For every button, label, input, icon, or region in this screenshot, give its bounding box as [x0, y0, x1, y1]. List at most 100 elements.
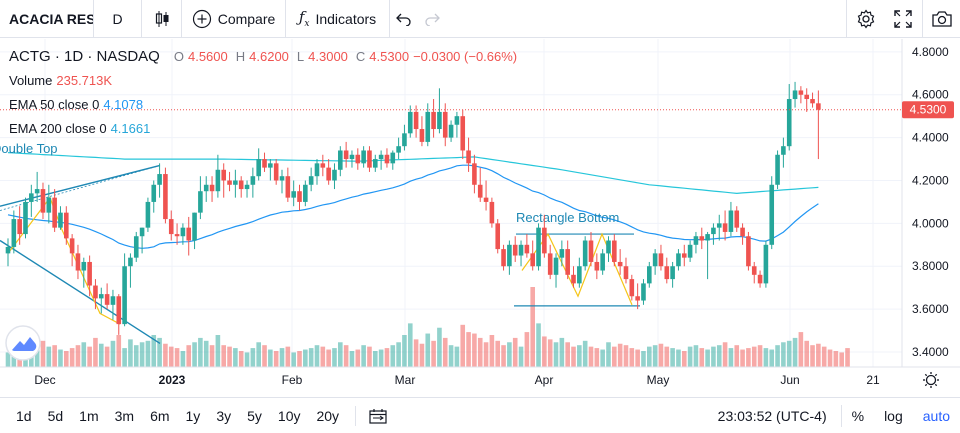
candle-body: [781, 146, 786, 155]
volume-bar: [536, 323, 541, 367]
candle-body: [670, 266, 675, 280]
volume-bar: [40, 340, 46, 367]
candle-body: [751, 266, 757, 275]
candle-body: [180, 227, 186, 237]
time-axis[interactable]: Dec 2023 Feb Mar Apr May Jun 21: [34, 373, 880, 387]
volume-bar: [530, 287, 535, 367]
volume-bar: [279, 348, 285, 367]
volume-bar: [781, 342, 786, 367]
tradingview-logo[interactable]: [5, 325, 41, 361]
volume-bar: [617, 343, 623, 367]
axis-settings-button[interactable]: [923, 372, 939, 388]
candle-body: [816, 103, 821, 110]
volume-bar: [104, 346, 110, 367]
screenshot-button[interactable]: [922, 0, 960, 38]
range-3y[interactable]: 3y: [216, 407, 232, 424]
volume-bar: [64, 351, 69, 367]
volume-bar: [635, 349, 640, 367]
volume-bar: [547, 339, 553, 367]
candle-body: [763, 244, 769, 284]
volume-bar: [122, 348, 127, 367]
volume-bar: [588, 346, 594, 367]
volume-bar: [268, 349, 273, 367]
candle-body: [233, 180, 238, 185]
candle-body: [372, 159, 378, 168]
candle-body: [425, 111, 431, 142]
legend-ema50-row[interactable]: EMA 50 close 0 4.1078: [9, 93, 517, 117]
auto-toggle[interactable]: auto: [922, 408, 950, 424]
volume-bar: [681, 351, 687, 367]
range-1m[interactable]: 1m: [79, 407, 99, 424]
fullscreen-button[interactable]: [884, 0, 922, 38]
candle-body: [29, 193, 34, 202]
candle-body: [174, 234, 180, 237]
interval-button[interactable]: D: [94, 0, 142, 38]
legend-volume-row[interactable]: Volume 235.713K: [9, 69, 517, 93]
price-axis[interactable]: 4.8000 4.6000 4.4000 4.2000 4.0000 3.8000 3.60…: [0, 39, 960, 368]
range-1y[interactable]: 1y: [185, 407, 201, 424]
range-20y[interactable]: 20y: [316, 407, 340, 424]
volume-bar: [407, 323, 413, 367]
volume-bar: [722, 342, 728, 367]
clock-time[interactable]: 23:03:52 (UTC-4): [717, 408, 827, 424]
percent-toggle[interactable]: %: [851, 408, 865, 424]
divider: [840, 405, 842, 427]
goto-date-button[interactable]: [364, 397, 392, 433]
legend-symbol-row: ACTG · 1D · NASDAQ O 4.5600 H 4.6200 L 4.30…: [9, 45, 517, 69]
volume-bar: [472, 333, 477, 367]
volume-bar: [244, 352, 250, 367]
volume-bar: [349, 351, 355, 367]
volume-bar: [75, 345, 81, 367]
time-tick: Feb: [282, 373, 303, 387]
range-3m[interactable]: 3m: [114, 407, 135, 424]
chart-type-button[interactable]: [142, 0, 182, 38]
candle-body: [297, 191, 302, 202]
time-tick: May: [647, 373, 670, 387]
candle-body: [676, 253, 681, 267]
volume-bar: [600, 349, 605, 367]
undo-icon: [396, 13, 411, 26]
candle-body: [238, 180, 244, 190]
volume-bar: [203, 340, 209, 367]
candle-body: [326, 167, 331, 181]
redo-button[interactable]: [418, 0, 446, 38]
top-toolbar: ACACIA RES D Compare ƒx Indicators: [0, 0, 960, 38]
volume-bar: [821, 346, 827, 367]
candle-body: [746, 236, 751, 267]
legend-ema200-row[interactable]: EMA 200 close 0 4.1661: [9, 117, 517, 141]
candle-body: [769, 184, 775, 245]
volume-bars: [5, 287, 850, 367]
candle-body: [804, 94, 810, 100]
candle-body: [501, 249, 506, 267]
candle-body: [716, 223, 722, 228]
candle-body: [5, 246, 11, 254]
compare-button[interactable]: Compare: [182, 0, 286, 38]
volume-bar: [582, 340, 588, 367]
candle-body: [442, 111, 448, 138]
range-1d[interactable]: 1d: [16, 407, 32, 424]
range-10y[interactable]: 10y: [277, 407, 301, 424]
range-5y[interactable]: 5y: [247, 407, 262, 424]
volume-bar: [804, 340, 810, 367]
undo-button[interactable]: [390, 0, 418, 38]
candle-body: [629, 279, 635, 297]
range-6m[interactable]: 6m: [150, 407, 170, 424]
candle-body: [466, 150, 471, 164]
candle-body: [553, 257, 559, 275]
candle-body: [582, 240, 588, 267]
volume-bar: [612, 346, 617, 367]
symbol-search[interactable]: ACACIA RES: [0, 0, 94, 38]
range-5d[interactable]: 5d: [47, 407, 64, 424]
log-toggle[interactable]: log: [884, 408, 903, 424]
settings-button[interactable]: [846, 0, 884, 38]
volume-bar: [495, 340, 501, 367]
candle-body: [693, 236, 699, 245]
candle-body: [116, 296, 122, 325]
candle-body: [291, 191, 296, 198]
indicators-button[interactable]: ƒx Indicators: [286, 0, 390, 38]
candle-body: [17, 219, 22, 235]
volume-bar: [5, 352, 11, 367]
candle-body: [594, 261, 600, 271]
candle-body: [641, 283, 646, 301]
